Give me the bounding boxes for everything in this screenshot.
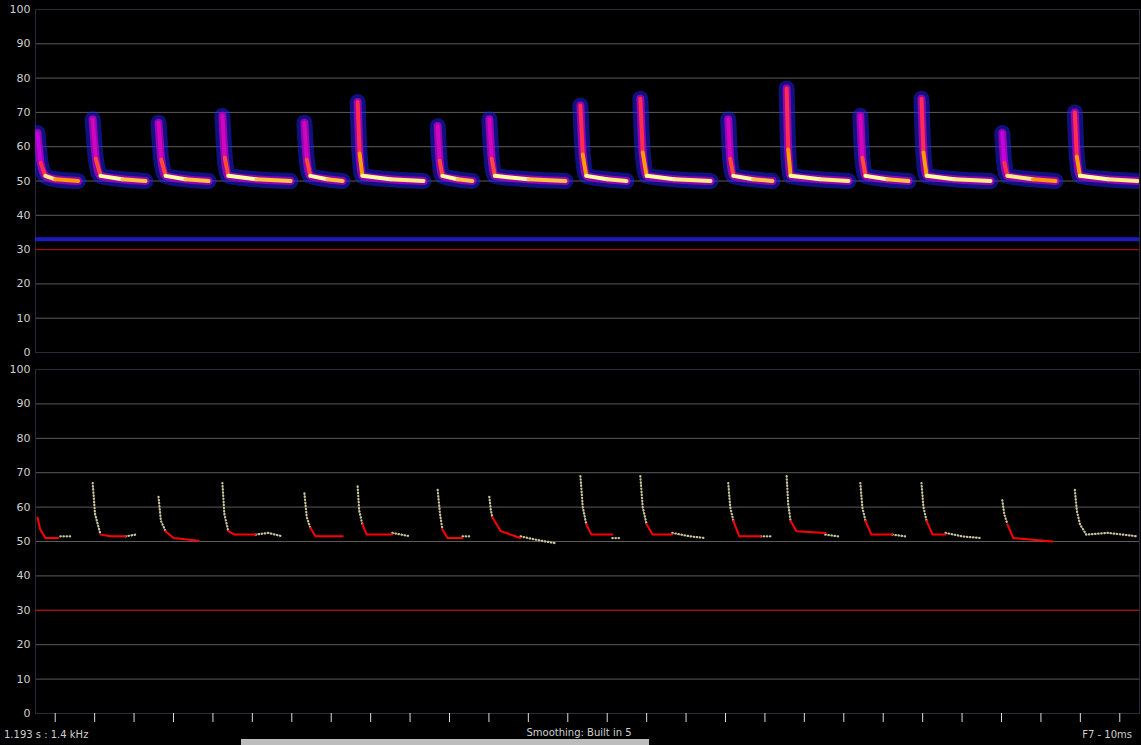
svg-text:100: 100 (10, 363, 31, 376)
svg-text:100: 100 (10, 3, 31, 16)
svg-text:50: 50 (17, 535, 31, 548)
svg-text:70: 70 (17, 466, 31, 479)
svg-text:20: 20 (17, 638, 31, 651)
html-text:F7 - 10ms: F7 - 10ms (1082, 729, 1132, 740)
svg-text:40: 40 (17, 569, 31, 582)
svg-text:60: 60 (17, 501, 31, 514)
svg-text:10: 10 (17, 312, 31, 325)
svg-text:80: 80 (17, 72, 31, 85)
html-text:Smoothing: Built in 5: Smoothing: Built in 5 (526, 727, 632, 738)
svg-text:90: 90 (17, 397, 31, 410)
svg-text:80: 80 (17, 432, 31, 445)
html-text:1.193 s : 1.4 kHz: 1.193 s : 1.4 kHz (4, 729, 89, 740)
svg-text:50: 50 (17, 175, 31, 188)
svg-text:90: 90 (17, 37, 31, 50)
svg-text:0: 0 (24, 346, 31, 359)
svg-text:0: 0 (24, 707, 31, 720)
svg-text:30: 30 (17, 243, 31, 256)
svg-text:10: 10 (17, 673, 31, 686)
svg-text:40: 40 (17, 209, 31, 222)
svg-text:30: 30 (17, 604, 31, 617)
svg-text:20: 20 (17, 277, 31, 290)
svg-text:60: 60 (17, 140, 31, 153)
svg-text:70: 70 (17, 106, 31, 119)
